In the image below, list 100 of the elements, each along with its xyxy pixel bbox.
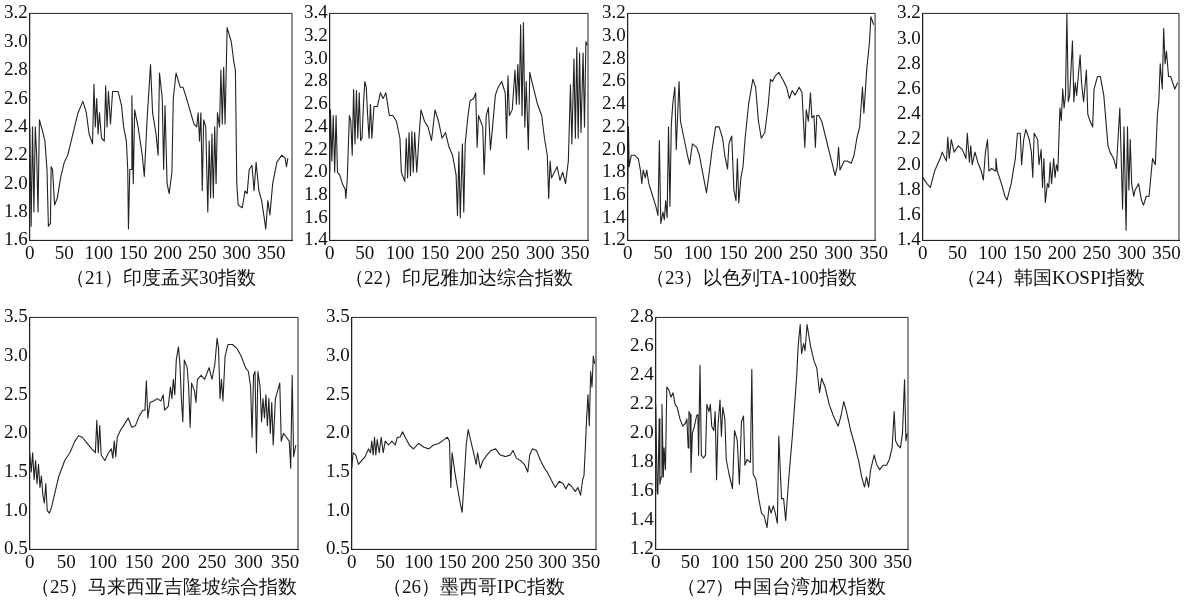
y-tick-label: 2.4 <box>602 92 627 114</box>
x-tick-label: 250 <box>490 241 520 263</box>
x-tick-label: 350 <box>859 241 888 263</box>
y-tick-label: 2.8 <box>602 46 626 68</box>
x-tick-label: 150 <box>124 550 154 572</box>
x-tick-label: 350 <box>883 550 912 572</box>
x-axis-title: （21）印度孟买30指数 <box>65 266 256 288</box>
x-tick-label: 250 <box>789 241 818 263</box>
x-tick-label: 300 <box>848 550 878 572</box>
x-tick-label: 200 <box>1047 241 1077 263</box>
x-tick-label: 50 <box>56 550 76 572</box>
y-tick-label: 2.2 <box>630 392 654 414</box>
x-tick-label: 150 <box>745 550 774 572</box>
x-tick-label: 200 <box>153 241 183 263</box>
x-tick-label: 200 <box>754 241 783 263</box>
x-tick-label: 250 <box>188 241 217 263</box>
x-tick-label: 200 <box>161 550 190 572</box>
y-tick-label: 2.4 <box>630 363 655 385</box>
y-tick-label: 3.2 <box>602 1 626 23</box>
x-axis-title: （22）印尼雅加达综合指数 <box>344 266 573 288</box>
x-axis-title: （27）中国台湾加权指数 <box>677 575 887 597</box>
x-tick-label: 100 <box>683 241 713 263</box>
x-tick-label: 100 <box>710 550 740 572</box>
x-tick-label: 150 <box>437 550 467 572</box>
x-tick-label: 250 <box>197 550 227 572</box>
x-tick-label: 150 <box>718 241 748 263</box>
x-tick-label: 350 <box>270 550 300 572</box>
x-tick-label: 300 <box>1117 241 1146 263</box>
y-tick-label: 3.0 <box>304 46 328 68</box>
y-tick-label: 2.0 <box>304 160 328 182</box>
y-tick-label: 2.2 <box>4 143 28 165</box>
y-tick-label: 2.2 <box>602 114 626 136</box>
y-tick-label: 1.5 <box>4 460 28 482</box>
y-tick-label: 3.0 <box>4 344 28 366</box>
y-tick-label: 1.6 <box>602 182 626 204</box>
x-tick-label: 350 <box>561 241 590 263</box>
x-tick-label: 50 <box>375 550 395 572</box>
y-tick-label: 1.8 <box>4 200 28 222</box>
y-tick-label: 2.8 <box>897 51 921 73</box>
x-axis-title: （25）马来西亚吉隆坡综合指数 <box>30 575 297 597</box>
x-tick-label: 150 <box>420 241 450 263</box>
y-tick-label: 2.0 <box>326 421 350 443</box>
y-tick-label: 2.2 <box>304 137 328 159</box>
y-tick-label: 2.0 <box>4 421 28 443</box>
x-tick-label: 200 <box>455 241 485 263</box>
y-tick-label: 2.8 <box>630 305 654 327</box>
x-tick-label: 50 <box>680 550 700 572</box>
y-tick-label: 2.8 <box>4 58 28 80</box>
x-tick-label: 100 <box>978 241 1007 263</box>
y-tick-label: 1.4 <box>602 205 627 227</box>
x-tick-label: 350 <box>1152 241 1181 263</box>
y-tick-label: 3.2 <box>304 24 328 46</box>
x-tick-label: 100 <box>404 550 433 572</box>
y-tick-label: 2.6 <box>602 69 626 91</box>
x-tick-label: 350 <box>571 550 601 572</box>
x-tick-label: 50 <box>948 241 968 263</box>
y-tick-label: 3.5 <box>4 305 28 327</box>
x-tick-label: 300 <box>222 241 252 263</box>
x-axis-title: （26）墨西哥IPC指数 <box>383 575 565 597</box>
y-tick-label: 2.0 <box>4 171 28 193</box>
y-tick-label: 3.0 <box>326 344 350 366</box>
y-tick-label: 2.6 <box>897 77 921 99</box>
x-tick-label: 150 <box>119 241 148 263</box>
x-tick-label: 300 <box>526 241 555 263</box>
y-tick-label: 2.6 <box>630 334 654 356</box>
y-tick-label: 1.4 <box>630 508 655 530</box>
x-axis-title: （23）以色列TA-100指数 <box>646 266 857 288</box>
y-tick-label: 1.0 <box>326 498 350 520</box>
y-tick-label: 1.8 <box>602 160 626 182</box>
y-tick-label: 2.4 <box>897 102 922 124</box>
y-tick-label: 1.6 <box>630 479 654 501</box>
x-tick-label: 250 <box>1082 241 1112 263</box>
x-tick-label: 200 <box>779 550 809 572</box>
y-tick-label: 3.2 <box>897 1 921 23</box>
y-tick-label: 1.5 <box>326 460 350 482</box>
y-tick-label: 2.0 <box>602 137 626 159</box>
x-tick-label: 200 <box>471 550 500 572</box>
y-tick-label: 2.0 <box>630 421 654 443</box>
x-axis-title: （24）韩国KOSPI指数 <box>956 266 1145 288</box>
y-tick-label: 2.6 <box>4 86 28 108</box>
y-tick-label: 1.6 <box>897 203 921 225</box>
y-tick-label: 2.2 <box>897 127 921 149</box>
y-tick-label: 2.5 <box>326 382 350 404</box>
x-tick-label: 300 <box>234 550 263 572</box>
y-tick-label: 3.0 <box>602 24 626 46</box>
x-tick-label: 300 <box>824 241 853 263</box>
x-tick-label: 50 <box>653 241 673 263</box>
y-tick-label: 1.0 <box>4 498 28 520</box>
x-tick-label: 100 <box>385 241 415 263</box>
x-tick-label: 100 <box>84 241 114 263</box>
y-tick-label: 1.8 <box>304 182 328 204</box>
y-tick-label: 3.4 <box>304 1 329 23</box>
x-tick-label: 50 <box>355 241 375 263</box>
x-tick-label: 350 <box>257 241 286 263</box>
y-tick-label: 3.5 <box>326 305 350 327</box>
y-tick-label: 3.2 <box>4 1 28 23</box>
y-tick-label: 3.0 <box>897 26 921 48</box>
x-tick-label: 100 <box>88 550 117 572</box>
y-tick-label: 1.6 <box>304 205 328 227</box>
y-tick-label: 2.0 <box>897 152 921 174</box>
